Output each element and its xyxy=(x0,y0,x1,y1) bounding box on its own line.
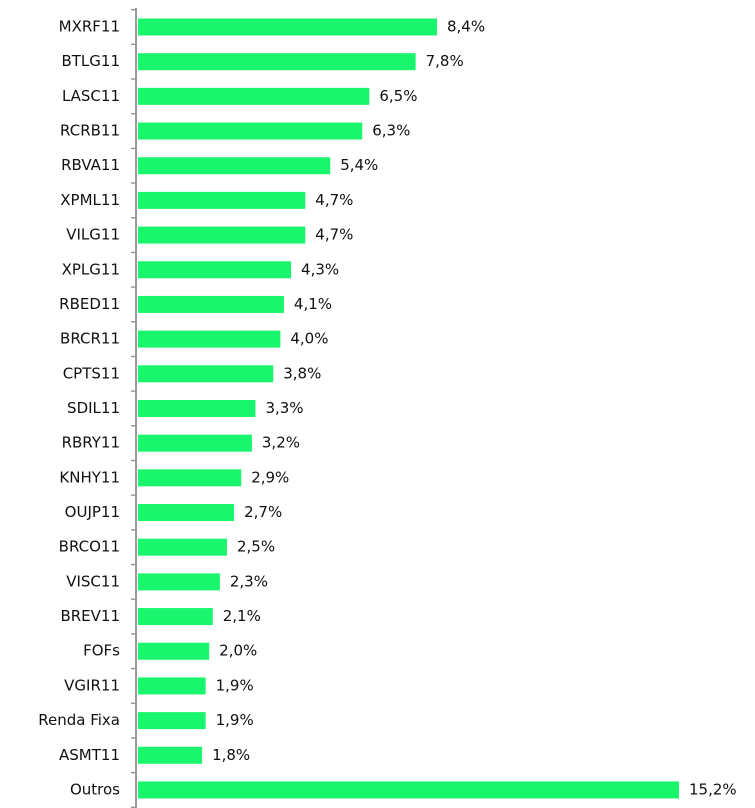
category-label: Renda Fixa xyxy=(38,711,120,729)
category-label: FOFs xyxy=(83,642,120,660)
value-label: 4,1% xyxy=(294,295,332,313)
category-label: RBVA11 xyxy=(61,156,120,174)
value-label: 7,8% xyxy=(426,52,464,70)
value-label: 4,7% xyxy=(315,191,353,209)
value-label: 6,3% xyxy=(372,122,410,140)
value-label: 5,4% xyxy=(340,156,378,174)
value-label: 2,5% xyxy=(237,538,275,556)
bar xyxy=(138,677,206,695)
category-label: XPLG11 xyxy=(62,260,120,278)
value-label: 2,9% xyxy=(251,468,289,486)
value-label: 3,2% xyxy=(262,434,300,452)
bar xyxy=(138,122,363,140)
category-label: BRCR11 xyxy=(60,330,120,348)
bar xyxy=(138,712,206,730)
bar xyxy=(138,642,210,660)
category-label: KNHY11 xyxy=(59,468,120,486)
category-label: LASC11 xyxy=(62,87,120,105)
category-label: RBED11 xyxy=(59,295,120,313)
category-label: VILG11 xyxy=(66,226,120,244)
bar xyxy=(138,226,306,244)
value-label: 3,8% xyxy=(283,364,321,382)
bar xyxy=(138,53,416,71)
bar xyxy=(138,18,437,36)
bar xyxy=(138,746,203,764)
category-label: ASMT11 xyxy=(59,746,120,764)
value-label: 15,2% xyxy=(689,780,737,798)
bar xyxy=(138,157,331,175)
value-label: 1,9% xyxy=(216,711,254,729)
bar xyxy=(138,261,292,279)
category-label: BRCO11 xyxy=(59,538,120,556)
value-label: 2,7% xyxy=(244,503,282,521)
value-label: 4,0% xyxy=(290,330,328,348)
bar xyxy=(138,469,242,487)
category-label: CPTS11 xyxy=(63,364,120,382)
value-label: 2,1% xyxy=(223,607,261,625)
category-label: Outros xyxy=(70,780,120,798)
bar xyxy=(138,87,370,105)
value-label: 8,4% xyxy=(447,18,485,36)
value-label: 4,7% xyxy=(315,226,353,244)
bar xyxy=(138,573,220,591)
value-label: 4,3% xyxy=(301,260,339,278)
category-label: MXRF11 xyxy=(59,18,120,36)
value-label: 6,5% xyxy=(379,87,417,105)
category-label: RBRY11 xyxy=(62,434,120,452)
bar xyxy=(138,538,227,556)
category-label: RCRB11 xyxy=(60,122,120,140)
value-label: 2,0% xyxy=(219,642,257,660)
bar xyxy=(138,399,256,417)
bar xyxy=(138,781,679,799)
bar xyxy=(138,295,284,313)
bar xyxy=(138,434,252,452)
category-label: SDIL11 xyxy=(67,399,120,417)
category-label: VISC11 xyxy=(66,572,120,590)
category-label: XPML11 xyxy=(60,191,120,209)
bar xyxy=(138,504,235,522)
category-label: OUJP11 xyxy=(65,503,120,521)
value-label: 1,9% xyxy=(216,676,254,694)
bar xyxy=(138,365,274,383)
bar xyxy=(138,191,306,209)
value-label: 3,3% xyxy=(265,399,303,417)
category-label: BREV11 xyxy=(60,607,120,625)
bar xyxy=(138,608,213,626)
category-label: BTLG11 xyxy=(61,52,120,70)
bar xyxy=(138,330,281,348)
category-label: VGIR11 xyxy=(64,676,120,694)
value-label: 2,3% xyxy=(230,572,268,590)
value-label: 1,8% xyxy=(212,746,250,764)
